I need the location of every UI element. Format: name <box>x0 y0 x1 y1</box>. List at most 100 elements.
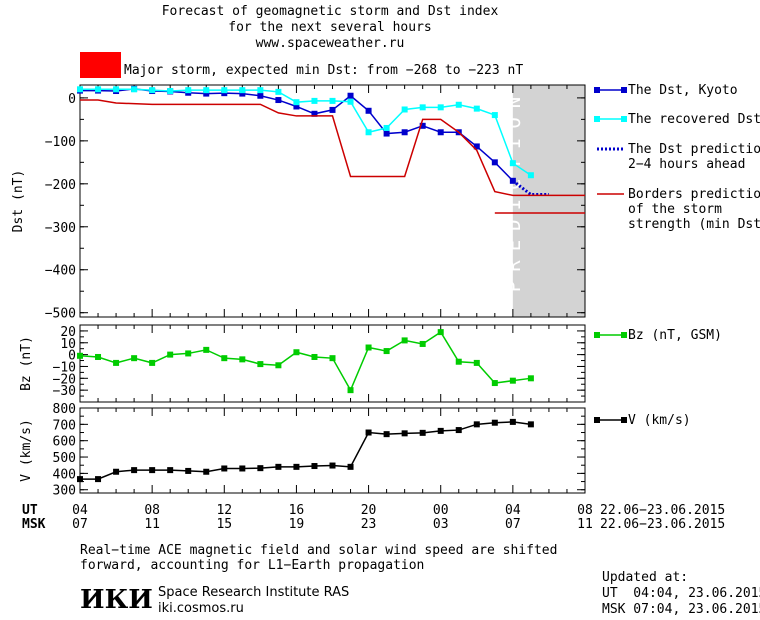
data-point <box>221 355 228 362</box>
data-point <box>527 375 534 382</box>
data-point <box>311 353 318 360</box>
data-point <box>365 129 372 136</box>
legend-dst-kyoto-swatch-marker <box>621 87 627 93</box>
series-line <box>80 421 531 480</box>
x-tick-label-msk: 03 <box>433 517 449 532</box>
updated-msk: MSK 07:04, 23.06.2015 <box>602 602 760 617</box>
data-point <box>419 429 426 436</box>
data-point <box>455 427 462 434</box>
data-point <box>329 462 336 469</box>
data-point <box>491 112 498 119</box>
data-point <box>275 88 282 95</box>
y-tick-label: 500 <box>53 451 76 466</box>
data-point <box>401 430 408 437</box>
data-point <box>311 97 318 104</box>
data-point <box>455 101 462 108</box>
legend-bz-swatch-marker <box>594 332 600 338</box>
legend-velocity-swatch-marker <box>621 417 627 423</box>
y-tick-label: 400 <box>53 467 76 482</box>
data-point <box>203 346 210 353</box>
legend-bz-swatch-marker <box>621 332 627 338</box>
data-point <box>257 87 264 94</box>
data-point <box>401 129 408 136</box>
data-point <box>437 129 444 136</box>
series-line <box>79 331 531 392</box>
y-tick-label: −100 <box>45 135 76 150</box>
data-point <box>419 122 426 129</box>
y-tick-label: −10 <box>53 360 76 375</box>
y-tick-label: 0 <box>68 349 76 364</box>
data-point <box>77 86 83 93</box>
data-point <box>347 463 354 470</box>
legend-dst-prediction: The Dst prediction 2−4 hours ahead <box>628 142 760 172</box>
propagation-note-line1: Real−time ACE magnetic field and solar w… <box>80 543 558 558</box>
data-point <box>221 90 228 97</box>
data-point <box>419 104 426 111</box>
y-tick-label: 0 <box>68 92 76 107</box>
data-point <box>221 87 228 94</box>
legend-dst-kyoto: The Dst, Kyoto <box>628 83 738 98</box>
data-point <box>185 467 192 474</box>
y-tick-label: −400 <box>45 264 76 279</box>
x-tick-label-msk: 23 <box>361 517 377 532</box>
series-line <box>80 99 585 197</box>
data-point <box>473 105 480 112</box>
legend-bz: Bz (nT, GSM) <box>628 328 722 343</box>
data-point <box>95 86 102 93</box>
data-point <box>527 421 534 428</box>
data-point <box>167 467 174 474</box>
y-tick-label: 600 <box>53 435 76 450</box>
x-tick-label-ut: 08 <box>577 503 593 518</box>
data-point <box>257 465 264 472</box>
chart-title-line2: for the next several hours <box>228 20 432 35</box>
x-tick-label-ut: 12 <box>216 503 232 518</box>
data-point <box>95 476 102 483</box>
prediction-window <box>512 85 585 317</box>
data-point <box>257 361 264 368</box>
data-point <box>509 160 516 167</box>
x-tick-label-msk: 07 <box>72 517 88 532</box>
legend-dst-kyoto-swatch-marker <box>594 87 600 93</box>
x-tick-label-ut: 16 <box>289 503 305 518</box>
data-point <box>275 97 282 104</box>
data-point <box>185 350 192 357</box>
data-point <box>239 87 246 94</box>
data-point <box>455 358 462 365</box>
data-point <box>275 362 282 369</box>
data-point <box>509 377 516 384</box>
x-tick-label-msk: 11 <box>577 517 593 532</box>
storm-level-swatch <box>80 52 121 78</box>
data-point <box>473 143 480 150</box>
data-point <box>221 465 228 472</box>
y-tick-label: 800 <box>53 402 76 417</box>
x-tick-label-msk: 19 <box>289 517 305 532</box>
legend-dst-recovered-swatch-marker <box>621 116 627 122</box>
data-point <box>167 88 174 95</box>
data-point <box>329 106 336 113</box>
data-point <box>383 348 390 355</box>
prediction-label: PREDICTION <box>503 88 525 292</box>
data-point <box>311 110 318 117</box>
data-point <box>365 107 372 114</box>
x-tick-label-ut: 08 <box>144 503 160 518</box>
data-point <box>239 356 246 363</box>
data-point <box>131 467 138 474</box>
data-point <box>113 359 120 366</box>
data-point <box>185 87 192 94</box>
org-site-link[interactable]: iki.cosmos.ru <box>158 601 244 616</box>
legend-dst-recovered-swatch-marker <box>594 116 600 122</box>
iki-logo: ИКИ <box>80 585 153 615</box>
y-tick-label: −30 <box>53 384 76 399</box>
x-tick-label-msk: 11 <box>144 517 160 532</box>
data-point <box>149 359 156 366</box>
data-point <box>203 87 210 94</box>
data-point <box>293 463 300 470</box>
data-point <box>347 98 354 105</box>
updated-ut: UT 04:04, 23.06.2015 <box>602 586 760 601</box>
data-point <box>347 92 354 99</box>
data-point <box>329 97 336 104</box>
data-point <box>347 387 354 394</box>
data-point <box>203 468 210 475</box>
x-tick-label-msk: 07 <box>505 517 521 532</box>
